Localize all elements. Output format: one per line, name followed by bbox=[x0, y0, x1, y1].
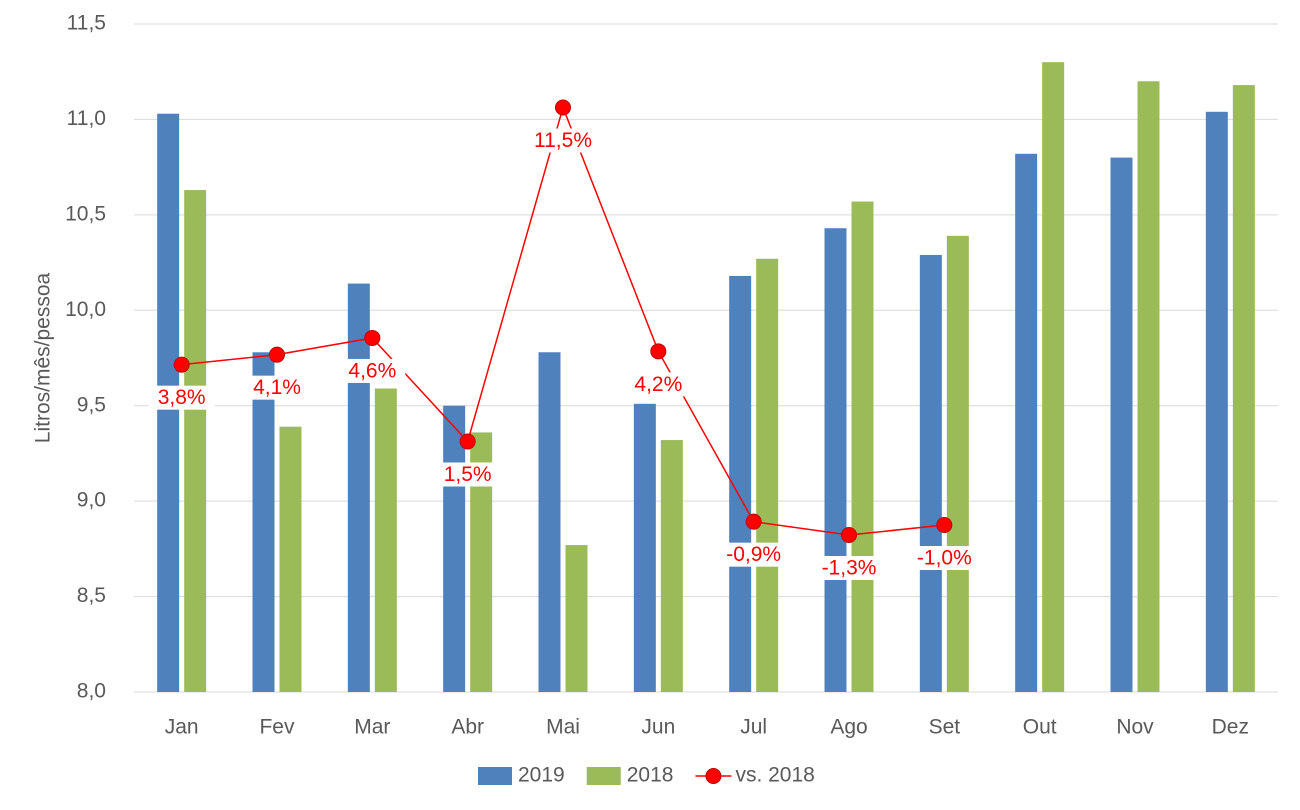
bar bbox=[756, 258, 779, 692]
bar bbox=[1232, 85, 1255, 693]
data-label-bg bbox=[625, 372, 692, 397]
data-label-bg bbox=[816, 556, 882, 581]
bar bbox=[946, 235, 969, 692]
x-tick-label: Nov bbox=[1116, 716, 1154, 739]
line-marker bbox=[269, 346, 285, 363]
y-tick-label: 11,5 bbox=[67, 12, 106, 35]
data-label-bg bbox=[339, 358, 406, 383]
data-label: 4,6% bbox=[348, 360, 396, 383]
bar bbox=[184, 190, 207, 692]
bar bbox=[851, 201, 874, 693]
bar bbox=[470, 432, 493, 692]
x-tick-label: Mar bbox=[354, 716, 390, 739]
line-marker bbox=[173, 356, 190, 373]
legend-label: 2018 bbox=[627, 764, 674, 787]
bar bbox=[374, 388, 397, 692]
line-marker bbox=[459, 433, 476, 450]
x-tick-label: Ago bbox=[830, 716, 867, 739]
y-tick-label: 8,5 bbox=[77, 584, 106, 607]
bar bbox=[347, 283, 370, 692]
x-tick-label: Abr bbox=[451, 716, 484, 739]
legend-label: vs. 2018 bbox=[735, 764, 814, 787]
y-tick-label: 8,0 bbox=[77, 680, 106, 703]
bar bbox=[1205, 111, 1228, 692]
x-tick-label: Mai bbox=[546, 716, 580, 739]
bar bbox=[1110, 157, 1133, 693]
y-tick-label: 11,0 bbox=[67, 107, 106, 130]
x-tick-label: Fev bbox=[259, 716, 295, 739]
y-tick-label: 9,5 bbox=[77, 393, 106, 416]
x-tick-label: Jun bbox=[641, 716, 675, 739]
data-label-bg bbox=[148, 385, 215, 410]
bar bbox=[633, 403, 656, 692]
data-label: 11,5% bbox=[534, 129, 592, 152]
legend-marker bbox=[705, 768, 722, 784]
line-marker bbox=[936, 517, 953, 533]
data-label: -1,3% bbox=[822, 557, 877, 580]
data-label-bg bbox=[244, 375, 310, 400]
x-tick-label: Set bbox=[929, 716, 961, 739]
data-label-bg bbox=[911, 546, 978, 570]
bar bbox=[565, 545, 588, 692]
data-label: 4,2% bbox=[634, 373, 682, 396]
x-tick-label: Jan bbox=[165, 716, 199, 739]
legend-swatch bbox=[478, 767, 512, 785]
bar bbox=[824, 228, 847, 692]
bar bbox=[660, 440, 683, 692]
bar bbox=[919, 254, 942, 693]
line-marker bbox=[364, 329, 381, 346]
line-marker bbox=[555, 99, 571, 116]
bar bbox=[538, 352, 561, 692]
x-tick-label: Out bbox=[1023, 716, 1057, 739]
legend-swatch bbox=[586, 767, 621, 785]
data-label: 3,8% bbox=[158, 386, 206, 409]
data-label: -0,9% bbox=[726, 543, 781, 566]
bar bbox=[1015, 153, 1038, 693]
bar bbox=[443, 405, 466, 692]
bar bbox=[279, 426, 302, 692]
y-tick-label: 9,0 bbox=[77, 489, 106, 512]
x-tick-label: Jul bbox=[740, 716, 767, 739]
y-tick-label: 10,5 bbox=[65, 202, 106, 225]
bar bbox=[729, 275, 752, 692]
data-label-bg bbox=[434, 462, 501, 487]
line-marker bbox=[745, 513, 762, 530]
legend-label: 2019 bbox=[518, 764, 565, 787]
line-marker bbox=[650, 343, 667, 360]
bar bbox=[1137, 81, 1160, 692]
data-label-bg bbox=[720, 542, 787, 567]
x-tick-label: Dez bbox=[1212, 716, 1249, 739]
y-tick-label: 10,0 bbox=[65, 298, 106, 321]
bar bbox=[252, 352, 275, 692]
data-label: -1,0% bbox=[917, 547, 972, 570]
data-label: 1,5% bbox=[444, 463, 492, 486]
bar bbox=[1042, 62, 1065, 692]
y-axis-label: Litros/mês/pessoa bbox=[32, 272, 55, 443]
data-label: 4,1% bbox=[253, 376, 301, 399]
line-marker bbox=[841, 527, 857, 544]
data-label-bg bbox=[530, 128, 596, 153]
